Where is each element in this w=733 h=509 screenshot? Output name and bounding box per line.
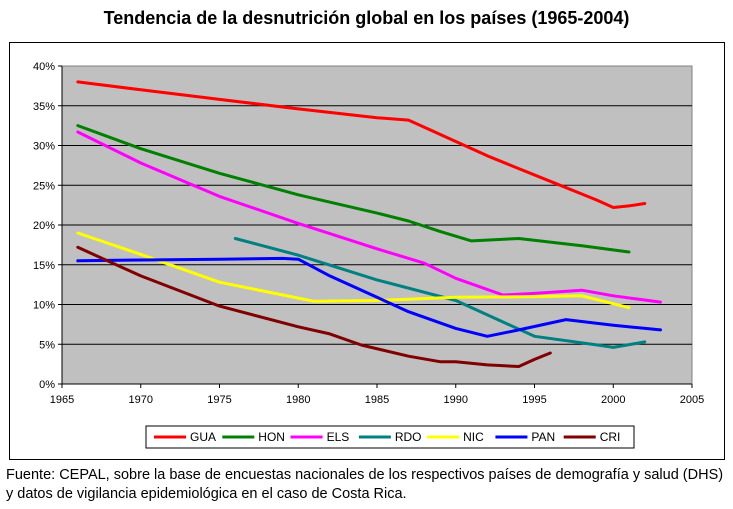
series-line-pan [76, 256, 662, 338]
series-line-hon [76, 124, 631, 254]
legend-label-rdo: RDO [395, 430, 422, 444]
line-chart: 0% 5% 10% 15% 20% 25% 30% 35% 40% 1965 1970 1975 198… [33, 61, 704, 449]
series-line-gua [76, 80, 647, 209]
series-lines [76, 80, 662, 368]
series-line-els [76, 130, 662, 304]
tick-label-x: 1980 [286, 394, 310, 406]
tick-label-x: 1970 [129, 394, 153, 406]
legend-label-nic: NIC [463, 430, 484, 444]
tick-label-x: 2000 [601, 394, 625, 406]
tick-label-y: 35% [33, 101, 55, 113]
tick-label-y: 15% [33, 260, 55, 272]
tick-label-y: 30% [33, 141, 55, 153]
source-caption: Fuente: CEPAL, sobre la base de encuesta… [6, 467, 724, 502]
legend: GUA HON ELS RDO NIC PAN CRI [145, 425, 635, 449]
tick-label-x: 1990 [444, 394, 468, 406]
tick-label-y: 0% [39, 379, 55, 391]
legend-label-els: ELS [327, 430, 350, 444]
tick-label-x: 1975 [207, 394, 231, 406]
tick-label-y: 5% [39, 339, 55, 351]
tick-label-y: 10% [33, 300, 55, 312]
series-line-cri [76, 245, 552, 368]
axes: 0% 5% 10% 15% 20% 25% 30% 35% 40% 1965 1970 1975 198… [33, 61, 704, 406]
series-line-nic [76, 231, 631, 310]
plot-area [61, 65, 693, 385]
chart-title: Tendencia de la desnutrición global en l… [103, 8, 630, 28]
tick-label-x: 1985 [365, 394, 389, 406]
legend-label-pan: PAN [531, 430, 555, 444]
legend-label-cri: CRI [600, 430, 621, 444]
legend-label-gua: GUA [190, 430, 216, 444]
tick-label-x: 1965 [50, 394, 74, 406]
legend-label-hon: HON [258, 430, 285, 444]
series-line-rdo [233, 237, 647, 349]
tick-label-x: 1995 [522, 394, 546, 406]
tick-label-y: 20% [33, 220, 55, 232]
tick-label-x: 2005 [680, 394, 704, 406]
tick-label-y: 40% [33, 61, 55, 73]
tick-label-y: 25% [33, 180, 55, 192]
